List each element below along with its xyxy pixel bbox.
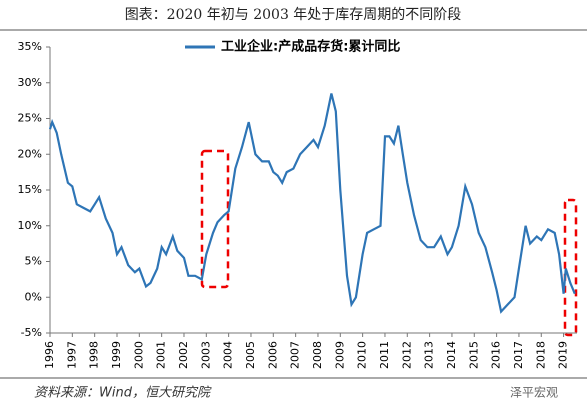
y-tick-label: 35% (18, 40, 42, 53)
x-tick-label: 2005 (244, 341, 257, 369)
x-tick-label: 1998 (88, 341, 101, 369)
x-tick-label: 2000 (132, 341, 145, 369)
x-tick-label: 2014 (445, 341, 458, 369)
y-tick-label: 5% (25, 255, 42, 268)
y-tick-label: 30% (18, 76, 42, 89)
y-tick-label: 25% (18, 112, 42, 125)
x-tick-label: 2011 (378, 341, 391, 369)
y-tick-label: 10% (18, 219, 42, 232)
x-tick-label: 2010 (356, 341, 369, 369)
x-tick-label: 1996 (43, 341, 56, 369)
highlight-box (200, 149, 230, 289)
x-tick-label: 1997 (65, 341, 78, 369)
legend-label: 工业企业:产成品存货:累计同比 (221, 39, 400, 55)
x-tick-label: 2004 (222, 341, 235, 369)
x-tick-label: 2013 (423, 341, 436, 369)
x-tick-label: 2007 (289, 341, 302, 369)
x-tick-label: 2002 (177, 341, 190, 369)
x-tick-label: 2019 (557, 341, 570, 369)
x-tick-label: 2016 (490, 341, 503, 369)
y-tick-label: 0% (25, 290, 42, 303)
x-tick-label: 2006 (266, 341, 279, 369)
x-tick-label: 2001 (155, 341, 168, 369)
x-tick-label: 2003 (199, 341, 212, 369)
x-tick-label: 1999 (110, 341, 123, 369)
y-tick-label: 15% (18, 183, 42, 196)
x-tick-label: 2018 (534, 341, 547, 369)
x-tick-label: 2015 (467, 341, 480, 369)
source: 资料来源：Wind，恒大研究院 (34, 385, 212, 401)
highlight-box (563, 198, 578, 337)
data-line (48, 93, 576, 314)
watermark: 泽平宏观 (510, 385, 558, 400)
y-tick-label: 20% (18, 147, 42, 160)
y-tick-label: -5% (21, 326, 42, 339)
x-tick-label: 2009 (333, 341, 346, 369)
x-tick-label: 2012 (400, 341, 413, 369)
x-tick-label: 2008 (311, 341, 324, 369)
x-tick-label: 2017 (512, 341, 525, 369)
chart-title: 图表：2020 年初与 2003 年处于库存周期的不同阶段 (125, 6, 462, 23)
